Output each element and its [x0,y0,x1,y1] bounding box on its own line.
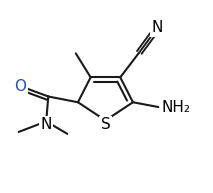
Text: NH₂: NH₂ [161,100,190,115]
Text: S: S [101,117,110,132]
Text: N: N [40,117,52,132]
Text: O: O [14,79,26,94]
Text: N: N [152,20,163,35]
